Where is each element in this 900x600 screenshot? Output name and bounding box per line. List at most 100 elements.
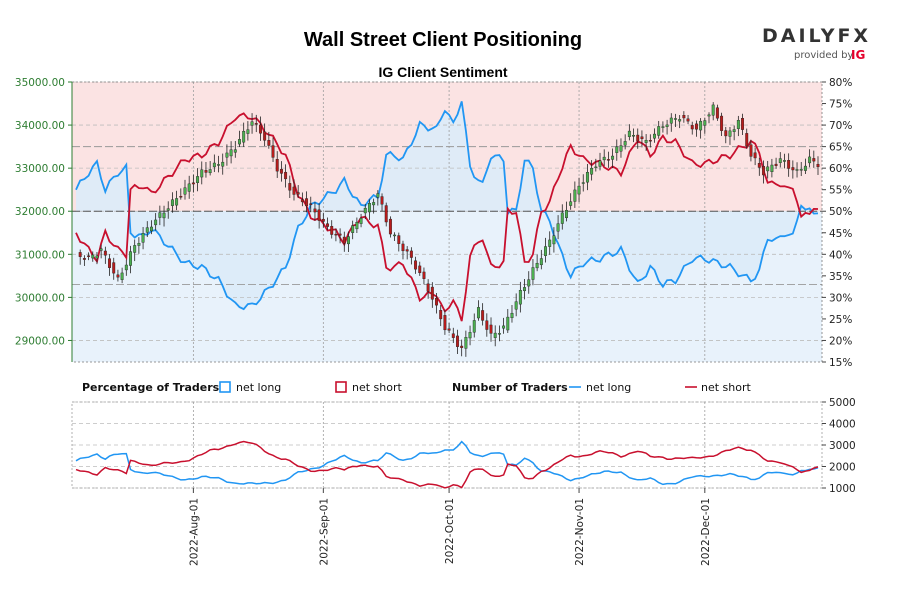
date-tick-label: 2022-Dec-01	[700, 498, 712, 566]
candle-body	[367, 203, 371, 213]
candle-body	[560, 212, 564, 224]
candle-body	[91, 254, 95, 259]
candle	[342, 231, 346, 252]
candle	[212, 154, 216, 173]
candle	[141, 227, 145, 250]
candle	[149, 220, 153, 235]
candle-body	[594, 166, 598, 169]
candle-body	[284, 171, 288, 180]
candle-body	[435, 297, 438, 306]
candle-body	[611, 155, 615, 160]
traders-lines	[75, 440, 819, 489]
candle	[762, 160, 765, 184]
candle	[489, 317, 493, 342]
candle	[284, 164, 288, 188]
candle-body	[82, 258, 86, 260]
candle-body	[795, 169, 799, 171]
candle	[577, 177, 581, 203]
candle	[644, 134, 648, 151]
candle-body	[288, 183, 292, 191]
date-tick-label: 2022-Sep-01	[318, 498, 330, 565]
candle	[481, 303, 485, 326]
candle	[585, 164, 589, 191]
sentiment-tick-label: 50%	[829, 206, 852, 218]
candle	[766, 160, 770, 179]
candle-body	[602, 156, 606, 161]
candle-body	[233, 149, 237, 153]
candle	[170, 192, 174, 213]
candle-body	[787, 160, 791, 169]
candle-body	[514, 301, 518, 310]
candle	[422, 267, 426, 285]
candle-body	[250, 121, 254, 126]
candle-body	[724, 130, 728, 137]
candle	[145, 221, 149, 238]
candle	[108, 254, 111, 276]
candle	[791, 160, 795, 179]
candle-body	[166, 208, 170, 211]
candle	[619, 138, 623, 158]
candle-body	[246, 129, 250, 134]
date-tick-label: 2022-Nov-01	[574, 498, 586, 566]
candle-body	[200, 169, 204, 178]
date-axis: 2022-Aug-01 2022-Sep-01 2022-Oct-01 2022-No…	[188, 488, 712, 566]
candle-body	[397, 235, 401, 244]
candle	[464, 330, 468, 357]
candle-body	[569, 201, 573, 206]
sentiment-tick-label: 40%	[829, 249, 852, 261]
candle	[753, 147, 757, 166]
chart-subtitle: IG Client Sentiment	[378, 64, 507, 80]
chart-title: Wall Street Client Positioning	[304, 29, 582, 51]
candle-body	[632, 135, 636, 137]
candle	[208, 161, 212, 176]
candle-body	[527, 279, 531, 287]
candle	[565, 201, 568, 222]
candle	[548, 231, 552, 255]
candle	[657, 120, 661, 139]
candle	[279, 161, 283, 182]
candle-body	[183, 187, 187, 195]
candle-body	[774, 163, 778, 166]
sentiment-tick-label: 35%	[829, 271, 852, 283]
candle-body	[112, 262, 116, 274]
candle-body	[741, 118, 744, 130]
candle-body	[363, 207, 367, 214]
candle-body	[615, 146, 619, 153]
candle	[460, 339, 464, 357]
candle	[120, 267, 124, 284]
candle	[699, 118, 703, 139]
candle	[757, 157, 761, 176]
candle-body	[254, 123, 258, 125]
candle	[694, 120, 698, 137]
candle-body	[149, 226, 153, 232]
candle	[309, 196, 313, 213]
candle	[225, 144, 229, 166]
candle-body	[506, 316, 510, 331]
legend-long-swatch	[219, 381, 231, 393]
candle	[770, 158, 774, 178]
candle-body	[426, 283, 430, 292]
candle	[736, 115, 740, 137]
candle-body	[187, 183, 191, 192]
candle-body	[409, 250, 413, 258]
candle	[162, 205, 166, 227]
traders-grid	[71, 401, 823, 489]
candle-body	[799, 169, 803, 171]
candle	[196, 168, 200, 192]
candle	[380, 193, 384, 211]
candle	[640, 130, 644, 148]
candle	[376, 190, 380, 206]
candle-body	[124, 264, 128, 271]
candle	[741, 113, 744, 135]
candle	[116, 269, 120, 282]
candle	[401, 240, 405, 260]
traders-tick-label: 2000	[829, 462, 856, 474]
candle	[653, 128, 656, 143]
candle	[674, 113, 677, 127]
candle-body	[154, 219, 158, 226]
candle-body	[129, 251, 132, 266]
candle	[749, 139, 753, 162]
candle-body	[585, 172, 589, 183]
long-pct-area	[76, 101, 818, 310]
candle-body	[548, 239, 552, 247]
